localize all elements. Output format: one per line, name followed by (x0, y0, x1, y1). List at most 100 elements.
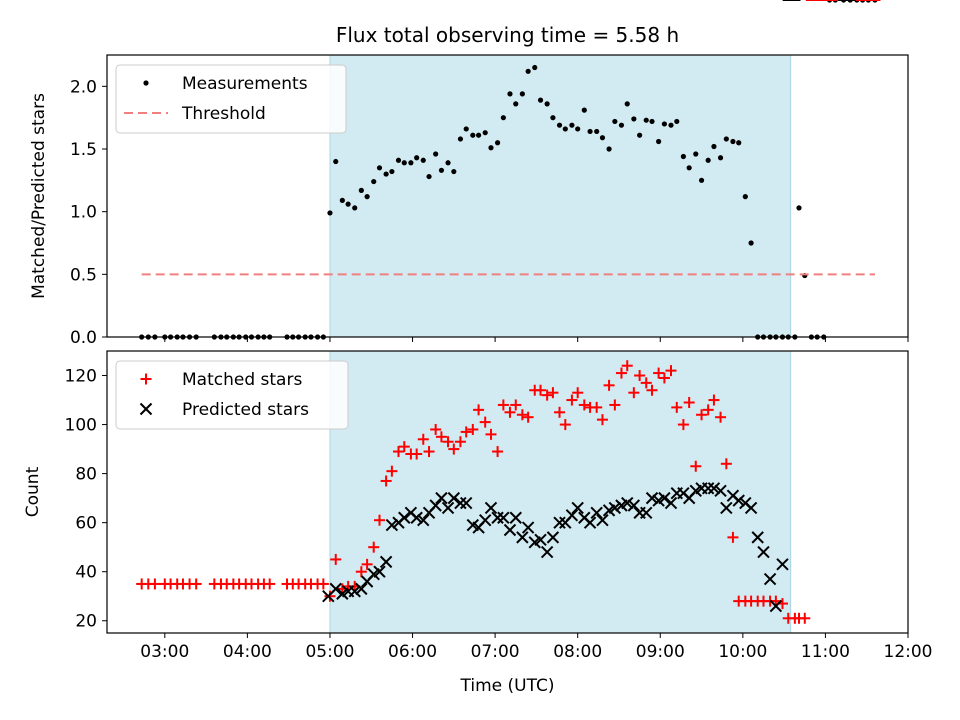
data-point (744, 501, 758, 515)
data-point (661, 121, 667, 127)
data-point (736, 140, 742, 146)
data-point (540, 545, 554, 559)
data-point (649, 118, 655, 125)
data-point (556, 122, 563, 128)
data-point (376, 165, 383, 171)
data-point (516, 531, 529, 544)
legend-marker (143, 80, 149, 86)
data-point (522, 411, 534, 423)
data-point (447, 491, 461, 505)
data-point (371, 178, 377, 185)
data-point (748, 240, 754, 246)
data-point (707, 482, 721, 495)
legend: Matched stars Predicted stars (115, 360, 349, 430)
x-tick-label: 04:00 (223, 642, 272, 662)
x-tick-label: 08:00 (553, 642, 602, 662)
data-point (327, 210, 333, 216)
x-tick-label: 05:00 (305, 642, 354, 662)
data-point (609, 399, 621, 411)
data-point (500, 115, 506, 121)
data-point (796, 205, 802, 211)
data-point (479, 416, 491, 428)
data-point (478, 513, 492, 527)
data-point (603, 379, 615, 391)
y-tick-label: 0.5 (70, 265, 97, 285)
flux-ratio-panel: 0.0 0.5 1.0 1.5 2.0 Matched/Predicted stars Me… (29, 0, 909, 348)
data-point (683, 396, 695, 408)
data-point (507, 91, 513, 97)
data-point (513, 101, 519, 107)
data-point (445, 160, 451, 166)
data-point (345, 201, 351, 207)
data-point (581, 107, 587, 113)
y-tick-label: 1.0 (70, 203, 97, 223)
data-point (355, 582, 368, 596)
data-point (751, 531, 764, 544)
data-point (645, 491, 659, 505)
data-point (535, 384, 547, 396)
data-point (519, 91, 525, 97)
data-point (264, 578, 276, 590)
data-point (454, 436, 466, 448)
data-point (385, 518, 399, 532)
data-point (454, 496, 467, 510)
data-point (742, 194, 748, 200)
x-tick-label: 10:00 (718, 642, 767, 662)
data-point (460, 496, 473, 510)
legend-label: Threshold (181, 104, 266, 124)
y-tick-label: 60 (75, 514, 97, 534)
data-point (475, 132, 482, 138)
data-point (583, 516, 597, 529)
data-point (488, 145, 494, 151)
data-point (395, 157, 402, 163)
data-point (640, 506, 653, 520)
data-point (680, 153, 686, 160)
data-point (546, 531, 560, 544)
data-point (656, 138, 662, 145)
data-point (491, 511, 504, 524)
y-tick-label: 0.0 (70, 328, 97, 348)
data-point (708, 394, 720, 406)
data-point (398, 441, 410, 453)
data-point (374, 514, 386, 526)
legend-label: Matched stars (182, 370, 302, 390)
data-point (569, 122, 575, 128)
data-point (410, 511, 423, 524)
data-point (690, 460, 702, 472)
data-point (429, 499, 442, 512)
legend-marker (139, 402, 153, 416)
x-axis-label: Time (UTC) (460, 676, 555, 696)
x-tick-label: 06:00 (388, 642, 437, 662)
data-point (149, 578, 161, 590)
data-point (594, 128, 600, 135)
y-axis-label: Count (23, 466, 43, 517)
legend-label: Measurements (182, 74, 308, 94)
data-point (578, 399, 590, 411)
data-point (599, 135, 606, 141)
data-point (497, 511, 510, 524)
legend: Measurements Threshold (115, 64, 347, 134)
data-point (463, 126, 469, 132)
data-point (720, 501, 733, 515)
legend-label: Predicted stars (182, 400, 309, 420)
data-point (537, 97, 544, 103)
data-point (701, 482, 715, 495)
data-point (723, 136, 729, 142)
data-point (516, 409, 528, 421)
data-point (715, 411, 727, 423)
data-point (621, 360, 633, 372)
data-point (358, 187, 364, 193)
series-matched-stars (136, 0, 881, 624)
data-point (470, 132, 476, 138)
data-point (566, 394, 578, 406)
y-tick-label: 40 (75, 563, 97, 583)
data-point (420, 157, 426, 163)
data-point (571, 501, 584, 515)
data-point (634, 370, 646, 382)
data-point (664, 496, 678, 510)
data-point (451, 168, 457, 175)
y-tick-label: 120 (65, 367, 97, 387)
data-point (361, 558, 373, 570)
data-point (547, 387, 559, 399)
data-point (368, 541, 380, 553)
